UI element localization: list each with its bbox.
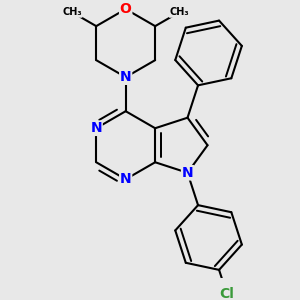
Text: Cl: Cl: [220, 287, 234, 300]
Text: N: N: [182, 166, 193, 180]
Text: CH₃: CH₃: [169, 7, 189, 17]
Text: N: N: [90, 121, 102, 135]
Text: N: N: [120, 172, 131, 186]
Text: O: O: [120, 2, 132, 16]
Text: N: N: [120, 70, 131, 84]
Text: CH₃: CH₃: [62, 7, 82, 17]
